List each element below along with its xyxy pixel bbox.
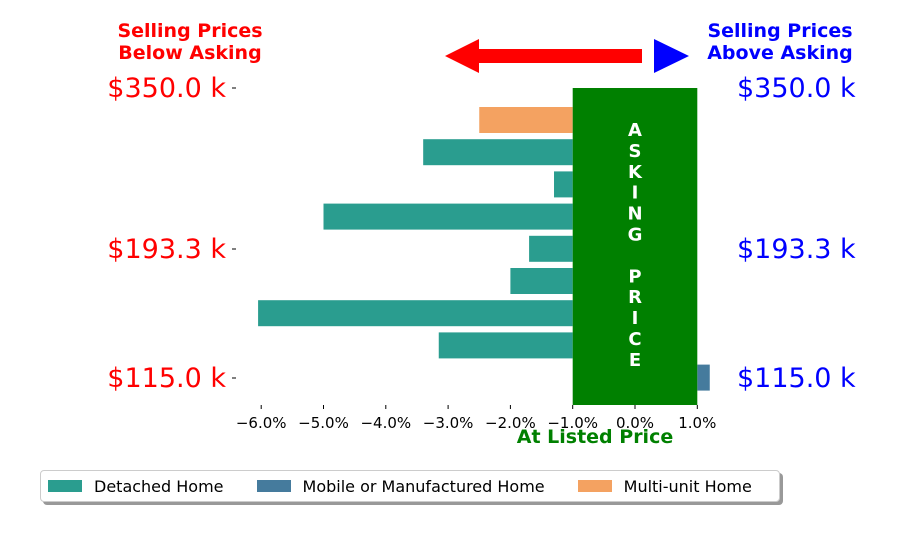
legend-label-mobile: Mobile or Manufactured Home (302, 476, 545, 496)
asking-band-rect (572, 88, 698, 405)
bar-2 (554, 171, 573, 198)
legend-item-mobile: Mobile or Manufactured Home (256, 476, 545, 496)
legend-swatch-detached (48, 480, 82, 492)
bar-6 (258, 300, 573, 327)
asking-band-letter: A (628, 120, 642, 141)
bar-7 (438, 332, 573, 359)
price-label-right-top: $350.0 k (737, 73, 856, 104)
bar-8 (697, 364, 710, 391)
legend-swatch-multi (577, 480, 612, 492)
x-tick-label: 1.0% (678, 414, 716, 432)
asking-band-letter: I (632, 308, 639, 329)
legend-swatch-mobile (256, 480, 291, 492)
direction-arrows (445, 39, 689, 73)
bars-layer (258, 107, 710, 391)
price-label-left-bottom: $115.0 k (107, 363, 226, 394)
bar-1 (423, 139, 573, 166)
x-tick-label: 0.0% (616, 414, 654, 432)
header-below-line-2: Below Asking (118, 42, 262, 64)
price-label-right-mid: $193.3 k (737, 234, 856, 265)
asking-band-letter: N (627, 204, 642, 225)
asking-band-letter: E (629, 350, 641, 371)
x-tick-label: −4.0% (360, 414, 411, 432)
bar-3 (323, 203, 573, 230)
bar-0 (479, 107, 573, 133)
x-tick-label: −3.0% (423, 414, 474, 432)
asking-band-letter: C (628, 329, 641, 350)
header-above-line-1: Selling Prices (707, 20, 853, 42)
x-tick-label: −2.0% (485, 414, 536, 432)
asking-band-letter: R (628, 287, 642, 308)
x-tick-label: −6.0% (236, 414, 287, 432)
x-tick-label: −5.0% (298, 414, 349, 432)
asking-band-letter: P (628, 266, 641, 287)
legend-label-detached: Detached Home (94, 476, 224, 496)
legend-label-multi: Multi-unit Home (623, 476, 752, 496)
price-label-left-mid: $193.3 k (107, 234, 226, 265)
bar-5 (510, 268, 573, 294)
legend-item-multi: Multi-unit Home (577, 476, 752, 496)
x-tick-label: −1.0% (547, 414, 598, 432)
price-label-right-bottom: $115.0 k (737, 363, 856, 394)
bar-4 (529, 235, 573, 262)
x-axis: −6.0% −5.0% −4.0% −3.0% −2.0% −1.0% 0.0% 1.0% (236, 405, 716, 432)
arrow-right-icon (654, 39, 689, 73)
arrow-left-icon (445, 39, 642, 73)
asking-band-letter: G (628, 225, 643, 246)
asking-band-letter: I (632, 183, 639, 204)
y-ticks (232, 87, 236, 379)
header-above-asking: Selling Prices Above Asking (690, 20, 870, 64)
header-above-line-2: Above Asking (707, 42, 853, 64)
price-label-left-top: $350.0 k (107, 73, 226, 104)
legend: Detached Home Mobile or Manufactured Hom… (40, 470, 780, 502)
asking-band-letter: K (628, 162, 643, 183)
legend-item-detached: Detached Home (48, 477, 224, 496)
x-axis-label: At Listed Price (516, 426, 674, 448)
asking-band-letter: S (629, 141, 642, 162)
header-below-asking: Selling Prices Below Asking (100, 20, 280, 64)
header-below-line-1: Selling Prices (117, 20, 263, 42)
